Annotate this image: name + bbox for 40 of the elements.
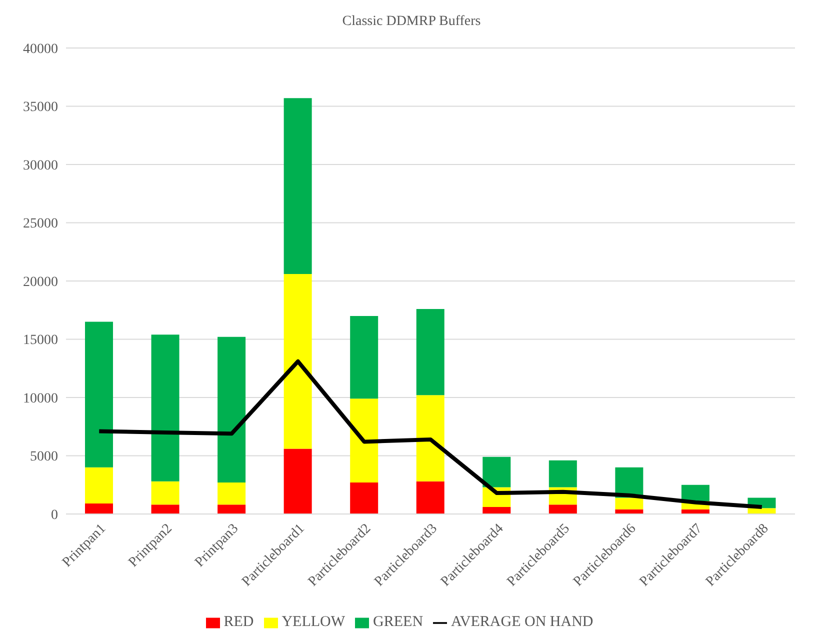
bar [218,482,246,505]
y-tick-label: 30000 [23,158,58,174]
bar [284,98,312,274]
bar [681,484,710,502]
y-tick-label: 15000 [23,333,58,348]
bar [350,316,378,399]
bar [218,336,246,483]
legend-label: YELLOW [282,614,346,630]
bar [482,456,511,488]
y-tick-label: 25000 [23,216,58,232]
y-tick-label: 10000 [23,391,58,406]
bar [350,482,378,514]
bar [85,322,113,468]
y-tick-label: 0 [51,508,58,523]
bar [350,398,378,483]
bar [284,274,312,449]
bar [748,508,776,514]
bar [548,460,577,488]
y-tick-label: 40000 [23,42,58,57]
y-tick-label: 20000 [23,274,58,290]
bar [548,504,577,514]
bar [151,334,180,482]
bar [85,467,113,504]
bar [284,448,312,514]
bar [416,481,444,514]
bar [416,395,444,482]
bar [151,481,180,505]
legend-label: AVERAGE ON HAND [451,614,594,630]
legend-label: GREEN [373,614,424,630]
bar [85,504,113,514]
y-tick-label: 35000 [23,100,58,116]
y-tick-label: 5000 [30,450,58,465]
bar [218,504,246,514]
chart-title: Classic DDMRP Buffers [341,13,482,31]
bar [416,308,444,396]
legend-label: RED [224,614,254,630]
bar [151,504,180,514]
bar [615,498,644,510]
line-series [97,359,764,510]
bar [482,507,511,514]
